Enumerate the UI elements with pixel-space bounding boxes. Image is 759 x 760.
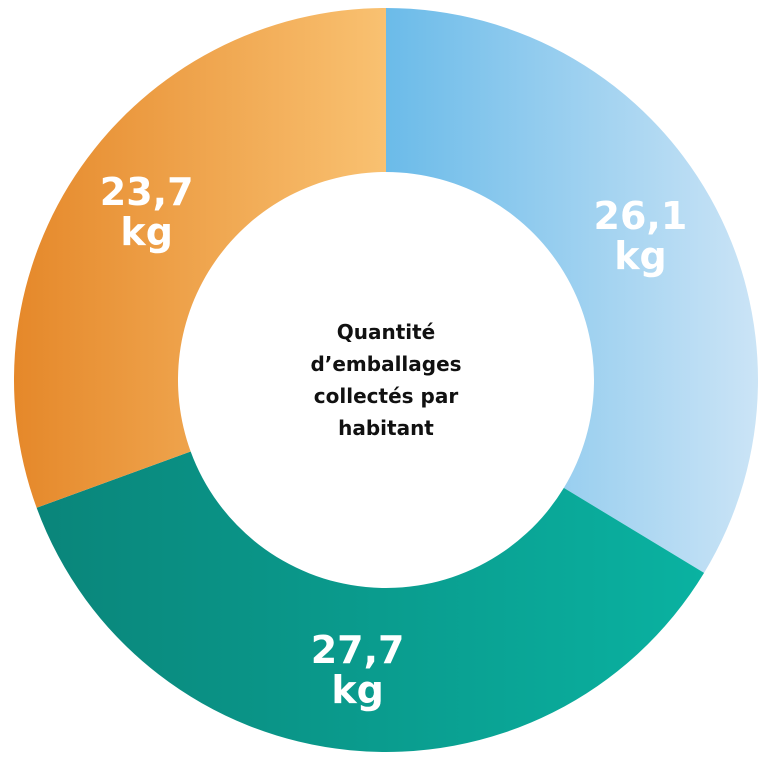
value-label: 27,7 kg	[310, 627, 405, 712]
donut-slice	[386, 8, 758, 573]
donut-slice	[13, 8, 386, 508]
value-label: 23,7 kg	[99, 169, 194, 254]
donut-slice	[36, 451, 705, 752]
center-text: Quantité d’emballages collectés par habi…	[310, 320, 462, 440]
value-label: 26,1 kg	[593, 193, 688, 278]
